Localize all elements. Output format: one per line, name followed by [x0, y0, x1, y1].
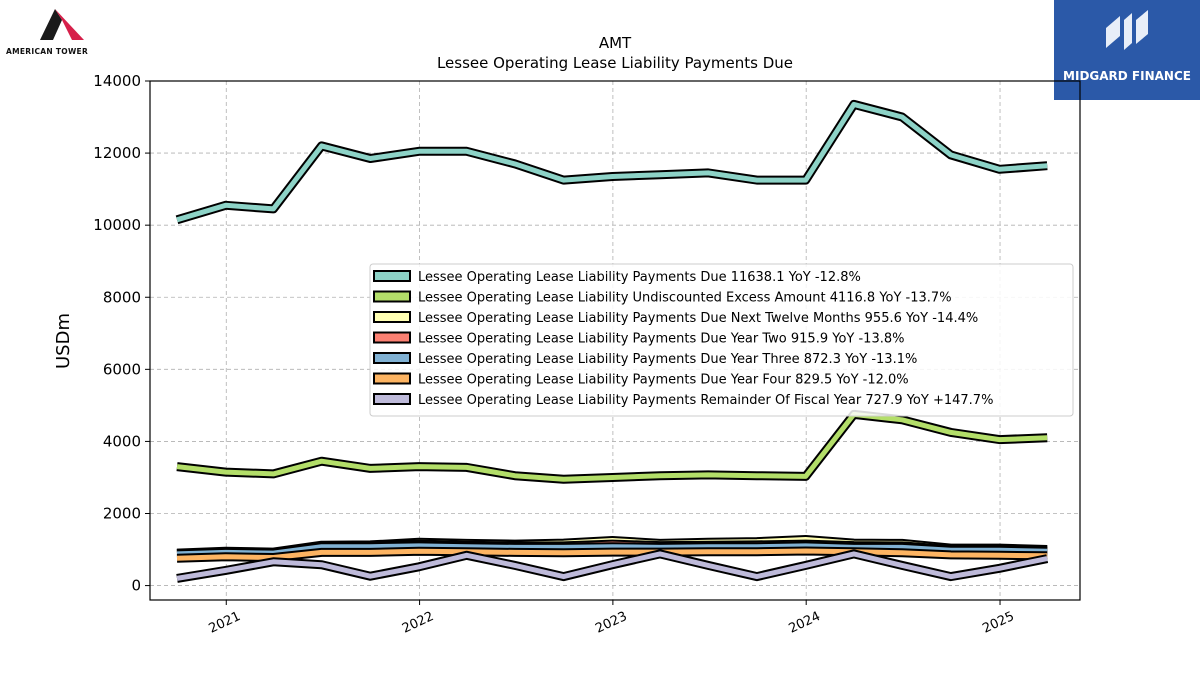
chart-subtitle: Lessee Operating Lease Liability Payment… — [437, 54, 793, 72]
series-lines — [175, 99, 1049, 583]
y-axis-ticks: 0 2000 4000 6000 8000 10000 12000 14000 — [93, 72, 150, 595]
x-tick-label: 2024 — [787, 609, 823, 637]
y-axis-label: USDm — [53, 313, 74, 369]
plot-frame — [149, 80, 1081, 601]
legend-swatch-0 — [373, 270, 411, 282]
legend-entry-5: Lessee Operating Lease Liability Payment… — [418, 373, 909, 388]
legend-entry-6: Lessee Operating Lease Liability Payment… — [418, 393, 993, 408]
series-line-1 — [176, 411, 1048, 482]
x-axis-ticks: 2021 2022 2023 2024 2025 — [207, 600, 1017, 637]
logo-red-triangle — [55, 9, 84, 40]
y-tick-label: 4000 — [103, 432, 141, 450]
legend-box — [369, 263, 1074, 417]
midgard-finance-logo: MIDGARD FINANCE — [1054, 0, 1200, 100]
x-tick-label: 2023 — [593, 609, 629, 637]
legend: Lessee Operating Lease Liability Payment… — [369, 263, 1074, 417]
y-tick-label: 8000 — [103, 288, 141, 306]
x-tick-label: 2021 — [207, 609, 243, 637]
legend-entry-0: Lessee Operating Lease Liability Payment… — [418, 270, 861, 285]
company-name: AMERICAN TOWER — [6, 47, 89, 56]
legend-swatch-4 — [373, 352, 411, 364]
legend-entry-2: Lessee Operating Lease Liability Payment… — [418, 311, 978, 326]
y-tick-label: 2000 — [103, 505, 141, 523]
legend-swatch-3 — [373, 331, 411, 344]
series-line-4 — [176, 543, 1048, 557]
y-tick-label: 10000 — [93, 216, 141, 234]
y-tick-label: 0 — [131, 577, 141, 595]
legend-entry-1: Lessee Operating Lease Liability Undisco… — [418, 291, 952, 306]
x-tick-label: 2022 — [400, 609, 436, 637]
brand-name: MIDGARD FINANCE — [1063, 69, 1191, 83]
y-tick-label: 14000 — [93, 72, 141, 90]
series-line-5 — [176, 548, 1048, 561]
y-tick-label: 6000 — [103, 360, 141, 378]
legend-entry-3: Lessee Operating Lease Liability Payment… — [418, 332, 904, 347]
legend-swatch-5 — [373, 372, 411, 385]
legend-swatch-2 — [373, 311, 411, 323]
chart-title: AMT — [599, 34, 632, 52]
american-tower-logo — [40, 9, 84, 40]
midgard-emblem-icon — [1106, 10, 1148, 50]
legend-swatch-1 — [373, 290, 411, 303]
series-line-6 — [176, 551, 1048, 581]
y-tick-label: 12000 — [93, 144, 141, 162]
x-tick-label: 2025 — [980, 609, 1016, 637]
logo-dark-triangle — [40, 9, 62, 40]
series-line-0 — [176, 101, 1048, 223]
legend-entry-4: Lessee Operating Lease Liability Payment… — [418, 352, 917, 367]
legend-swatch-6 — [373, 393, 411, 405]
